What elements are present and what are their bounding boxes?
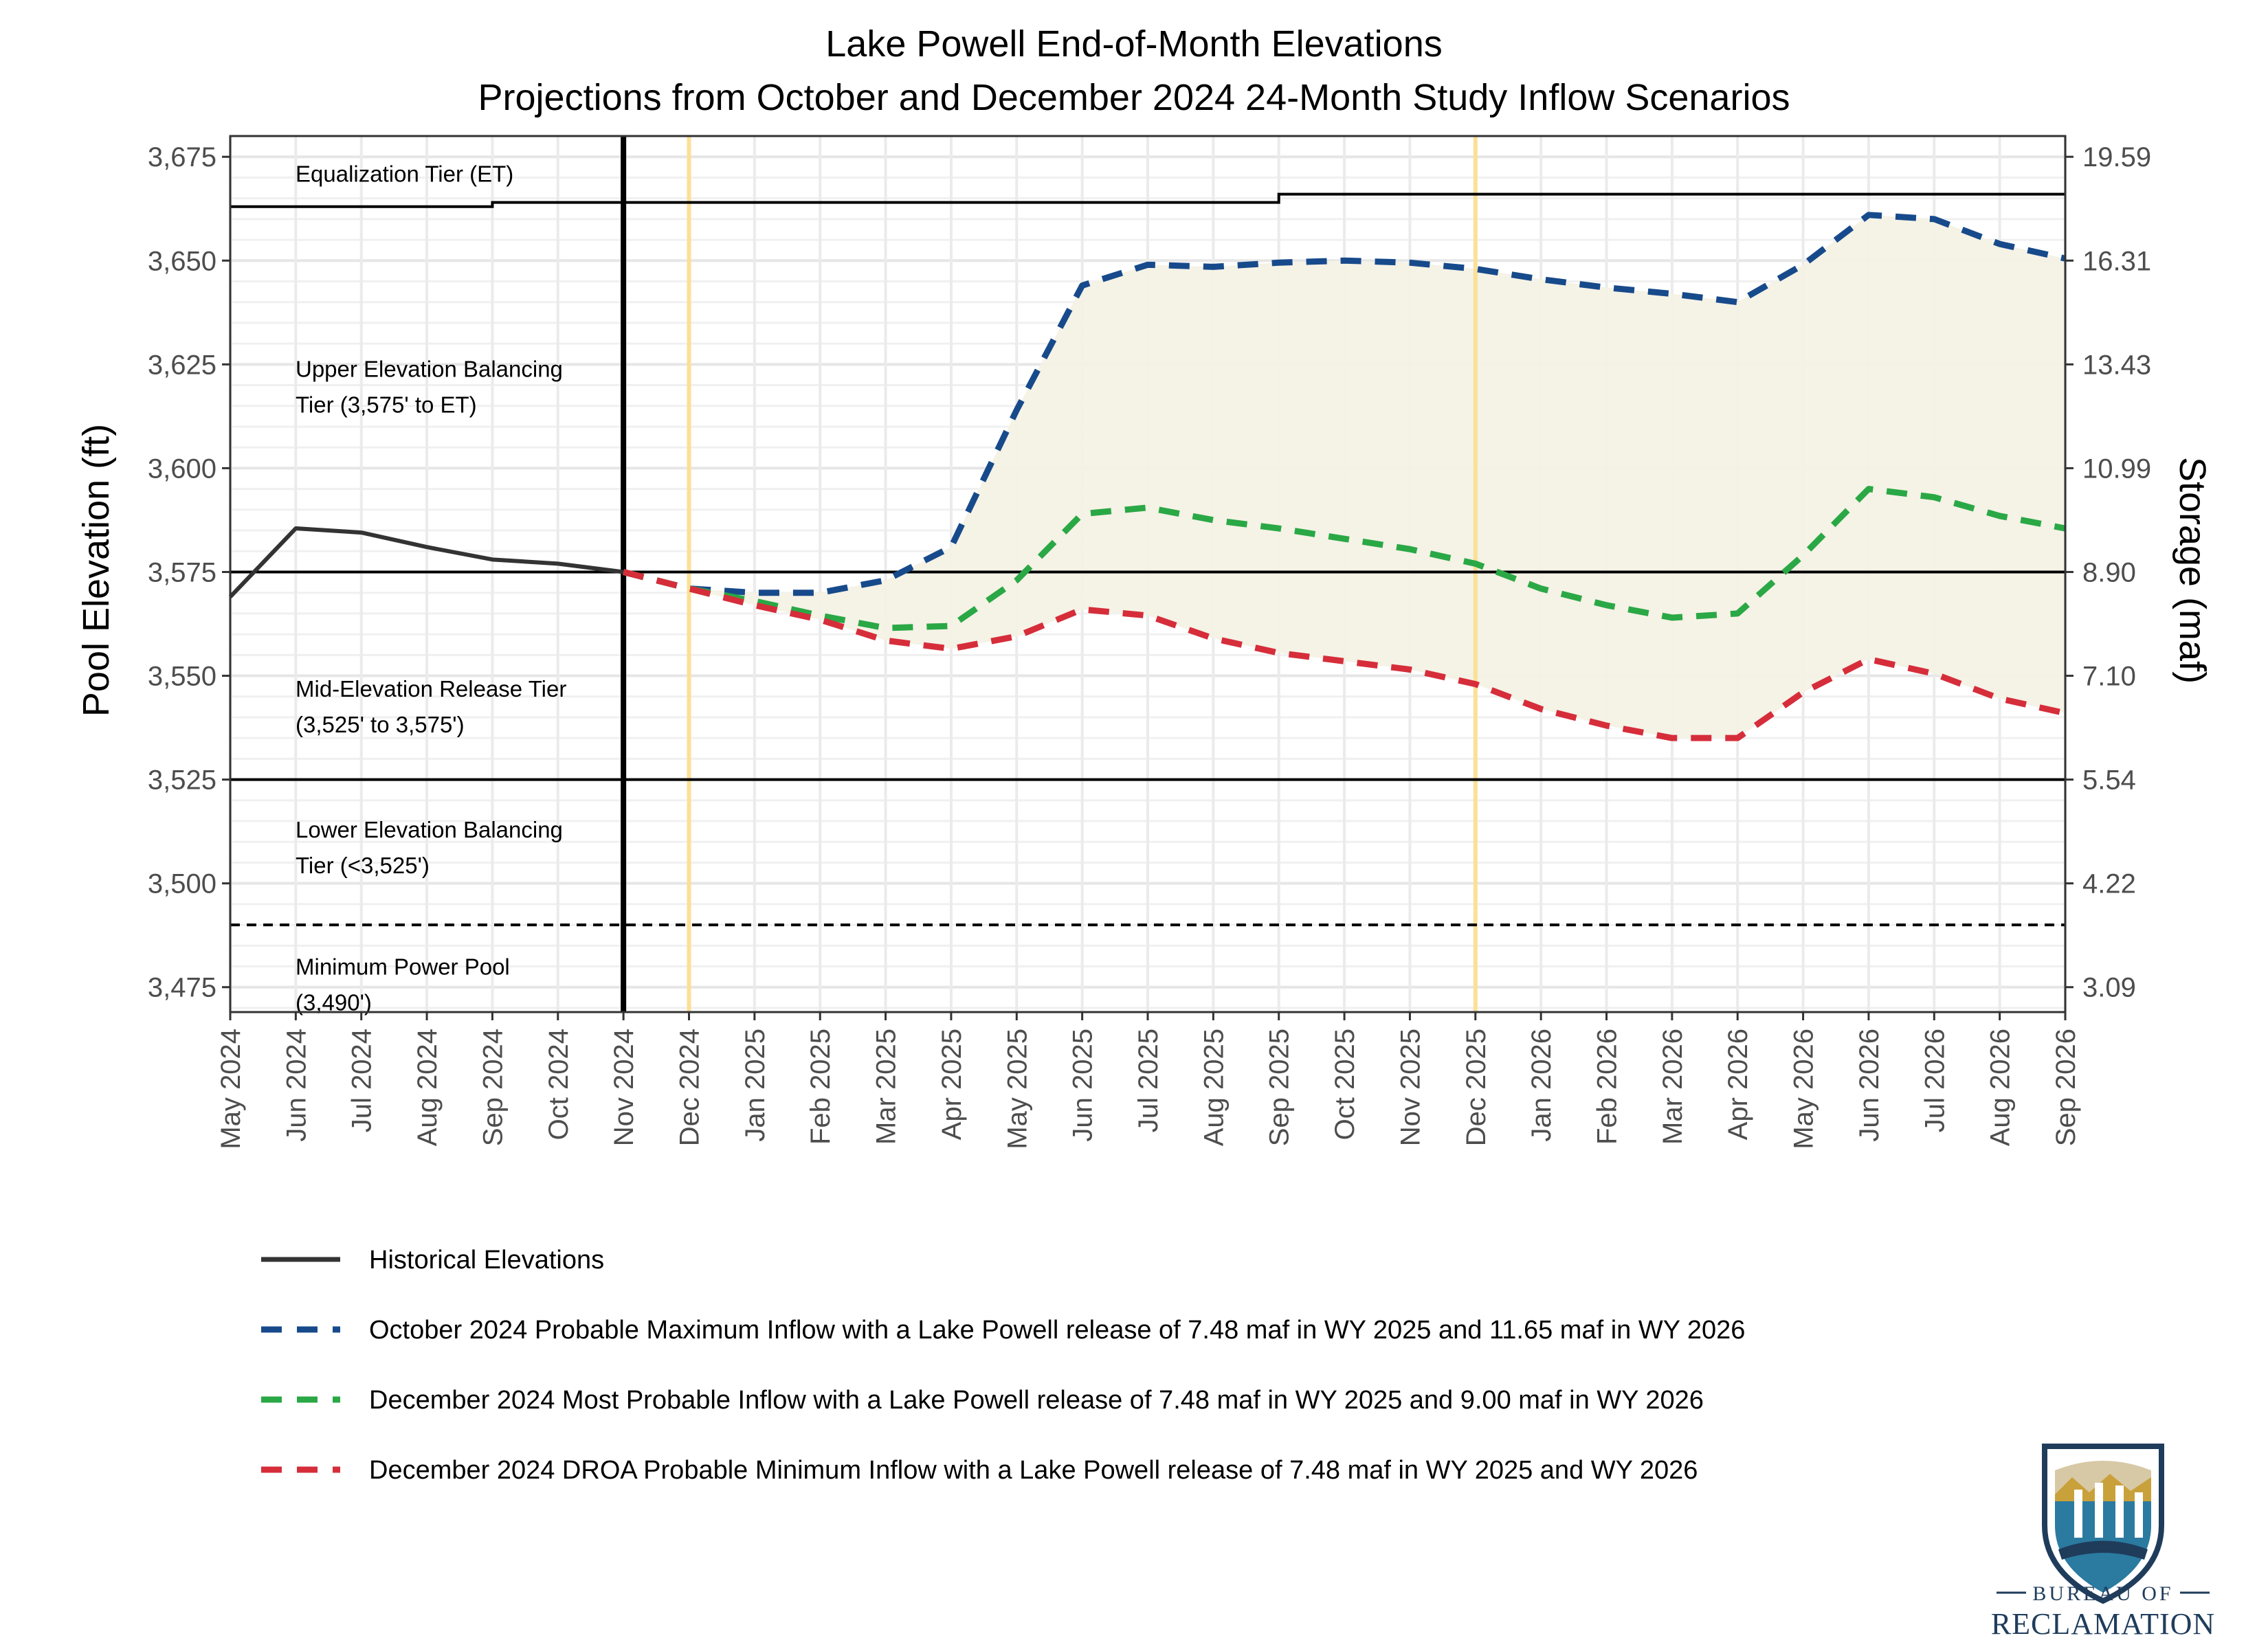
x-tick-label: Jul 2025	[1133, 1029, 1164, 1132]
x-tick-label: Jul 2024	[347, 1029, 377, 1132]
projection-range-band	[623, 214, 2066, 739]
y-tick-label: 3,525	[148, 765, 216, 796]
x-tick-label: Jun 2025	[1068, 1029, 1098, 1142]
y-tick-label: 3,575	[148, 557, 216, 587]
x-tick-label: Nov 2025	[1395, 1029, 1425, 1146]
x-tick-label: Sep 2024	[478, 1029, 508, 1146]
x-tick-label: Jun 2024	[281, 1029, 311, 1142]
x-tick-label: Sep 2025	[1265, 1029, 1295, 1146]
x-tick-label: Mar 2025	[871, 1029, 902, 1145]
y2-tick-label: 4.22	[2082, 869, 2136, 899]
equalization-tier-line	[230, 192, 2065, 208]
y-tick-label: 3,650	[148, 246, 216, 276]
x-tick-label: Aug 2025	[1199, 1029, 1229, 1146]
x-tick-label: Oct 2025	[1330, 1029, 1360, 1140]
y2-tick-label: 3.09	[2082, 973, 2136, 1003]
legend-label: Historical Elevations	[369, 1246, 604, 1275]
x-tick-label: Feb 2025	[805, 1029, 836, 1145]
logo-line2: RECLAMATION	[1991, 1607, 2215, 1641]
y2-tick-label: 19.59	[2082, 142, 2151, 172]
x-tick-label: Nov 2024	[609, 1029, 639, 1146]
x-tick-label: Jan 2025	[740, 1029, 770, 1142]
reclamation-logo: BUREAU OF RECLAMATION	[1991, 1444, 2215, 1641]
y-tick-label: 3,550	[148, 662, 216, 692]
series-line-2	[623, 486, 2066, 631]
y-tick-label: 3,500	[148, 869, 216, 899]
x-tick-label: Mar 2026	[1658, 1029, 1688, 1145]
x-tick-label: Aug 2024	[412, 1029, 443, 1146]
tier-label: Upper Elevation Balancing	[296, 356, 563, 381]
tier-label: Mid-Elevation Release Tier	[296, 676, 566, 702]
chart-subtitle: Projections from October and December 20…	[478, 77, 1790, 118]
tier-label: Equalization Tier (ET)	[296, 161, 513, 186]
tier-label: Lower Elevation Balancing	[296, 817, 563, 842]
y2-axis-title: Storage (maf)	[2172, 457, 2213, 684]
x-tick-label: Dec 2025	[1461, 1029, 1491, 1146]
series-line-1	[623, 212, 2066, 596]
y2-tick-label: 7.10	[2082, 662, 2136, 692]
y2-tick-label: 5.54	[2082, 765, 2136, 796]
y-tick-label: 3,600	[148, 453, 216, 484]
series-line-3	[623, 569, 2066, 741]
x-tick-label: Sep 2026	[2051, 1029, 2081, 1146]
y2-tick-label: 13.43	[2082, 350, 2151, 380]
legend-label: October 2024 Probable Maximum Inflow wit…	[369, 1316, 1745, 1345]
y-tick-label: 3,675	[148, 142, 216, 172]
x-tick-label: Jun 2026	[1854, 1029, 1885, 1142]
x-tick-label: Jul 2026	[1920, 1029, 1950, 1132]
x-tick-label: Jan 2026	[1526, 1029, 1557, 1142]
tier-label: (3,525' to 3,575')	[296, 712, 465, 737]
logo-line1: BUREAU OF	[2032, 1582, 2173, 1605]
legend-label: December 2024 DROA Probable Minimum Infl…	[369, 1456, 1698, 1485]
chart-title: Lake Powell End-of-Month Elevations	[825, 23, 1443, 65]
y2-tick-label: 8.90	[2082, 557, 2136, 587]
tier-label: Minimum Power Pool	[296, 954, 510, 980]
x-tick-label: Dec 2024	[675, 1029, 705, 1146]
y2-tick-label: 10.99	[2082, 453, 2151, 484]
y-axis-title: Pool Elevation (ft)	[76, 424, 117, 717]
x-tick-label: Oct 2024	[544, 1029, 574, 1140]
x-tick-label: May 2026	[1789, 1029, 1819, 1149]
x-tick-label: Apr 2025	[937, 1029, 967, 1140]
series-line-0	[228, 526, 624, 598]
x-tick-label: May 2025	[1002, 1029, 1032, 1149]
tier-label: Tier (3,575' to ET)	[296, 392, 477, 417]
x-tick-label: May 2024	[216, 1029, 246, 1149]
x-tick-label: Aug 2026	[1986, 1029, 2016, 1146]
legend: Historical Elevations October 2024 Probab…	[261, 1246, 1745, 1485]
y2-tick-label: 16.31	[2082, 246, 2151, 276]
plot-area: Equalization Tier (ET) Upper Elevation Ba…	[148, 135, 2151, 1149]
y-tick-label: 3,625	[148, 350, 216, 380]
y-tick-label: 3,475	[148, 973, 216, 1003]
tier-label: Tier (<3,525')	[296, 853, 430, 878]
x-tick-label: Feb 2026	[1592, 1029, 1623, 1145]
legend-label: December 2024 Most Probable Inflow with …	[369, 1386, 1704, 1415]
x-tick-label: Apr 2026	[1723, 1029, 1753, 1140]
tier-label: (3,490')	[296, 990, 372, 1016]
